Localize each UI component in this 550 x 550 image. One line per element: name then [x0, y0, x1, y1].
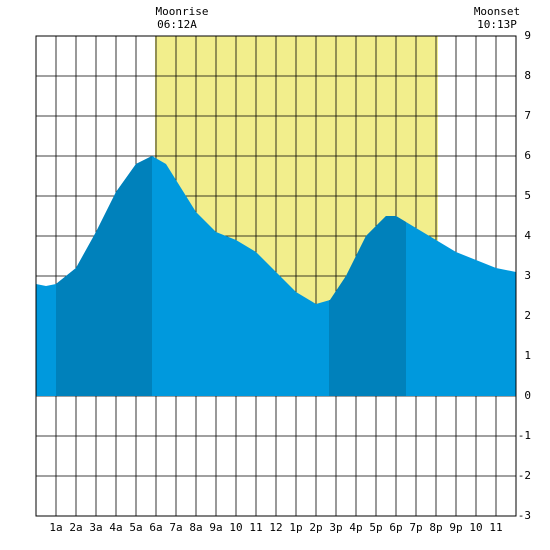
- x-tick-label: 2p: [309, 521, 322, 534]
- x-tick-label: 5a: [129, 521, 142, 534]
- x-tick-label: 4p: [349, 521, 362, 534]
- y-tick-label: -2: [518, 469, 531, 482]
- x-tick-label: 3p: [329, 521, 342, 534]
- y-tick-label: 1: [524, 349, 531, 362]
- y-tick-label: 8: [524, 69, 531, 82]
- x-tick-label: 3a: [89, 521, 102, 534]
- y-tick-label: 0: [524, 389, 531, 402]
- x-tick-label: 9a: [209, 521, 222, 534]
- x-tick-label: 7a: [169, 521, 182, 534]
- x-tick-label: 11: [489, 521, 502, 534]
- x-tick-label: 1p: [289, 521, 302, 534]
- x-tick-label: 11: [249, 521, 262, 534]
- x-tick-label: 6a: [149, 521, 162, 534]
- x-tick-label: 9p: [449, 521, 462, 534]
- y-tick-label: -1: [518, 429, 531, 442]
- moonset-time: 10:13P: [477, 18, 517, 31]
- x-tick-label: 8p: [429, 521, 442, 534]
- y-tick-label: 5: [524, 189, 531, 202]
- tide-highlight: [329, 216, 406, 396]
- moonrise-time: 06:12A: [157, 18, 197, 31]
- y-tick-label: 3: [524, 269, 531, 282]
- x-tick-label: 10: [469, 521, 482, 534]
- x-tick-label: 6p: [389, 521, 402, 534]
- x-tick-label: 7p: [409, 521, 422, 534]
- y-tick-label: 7: [524, 109, 531, 122]
- y-tick-label: -3: [518, 509, 531, 522]
- x-tick-label: 1a: [49, 521, 62, 534]
- moonset-label: Moonset: [474, 5, 520, 18]
- x-tick-label: 4a: [109, 521, 122, 534]
- y-tick-label: 2: [524, 309, 531, 322]
- moonrise-label: Moonrise: [156, 5, 209, 18]
- y-tick-label: 9: [524, 29, 531, 42]
- y-tick-label: 6: [524, 149, 531, 162]
- plot-border: [35, 35, 517, 517]
- y-tick-label: 4: [524, 229, 531, 242]
- x-tick-label: 8a: [189, 521, 202, 534]
- tide-highlight: [56, 156, 152, 396]
- x-tick-label: 12: [269, 521, 282, 534]
- x-tick-label: 10: [229, 521, 242, 534]
- x-tick-label: 5p: [369, 521, 382, 534]
- x-tick-label: 2a: [69, 521, 82, 534]
